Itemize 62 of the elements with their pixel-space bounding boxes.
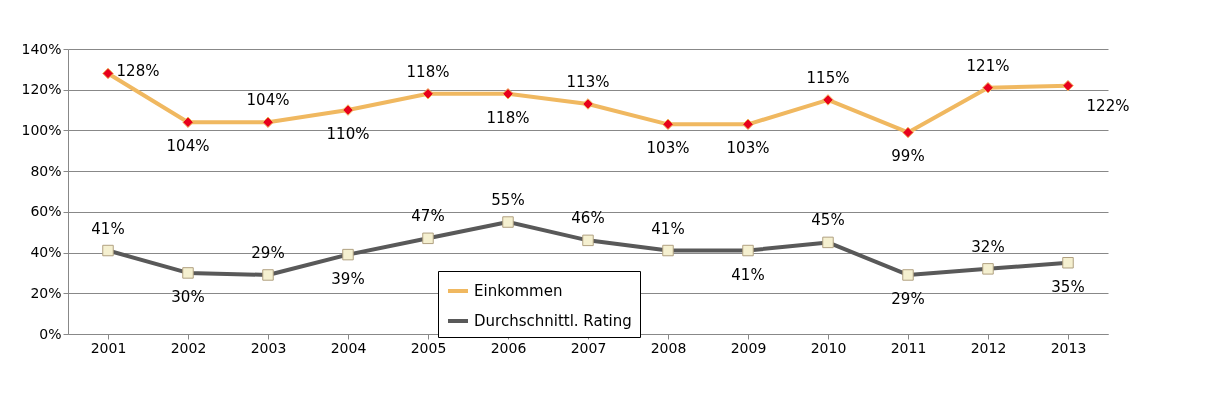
data-label: 32% — [971, 237, 1005, 256]
legend-label: Durchschnittl. Rating — [474, 312, 632, 330]
data-label: 104% — [246, 91, 290, 110]
y-tick-label: 100% — [21, 121, 62, 138]
point — [502, 88, 514, 100]
point — [902, 126, 914, 139]
point — [262, 116, 274, 129]
data-label: 46% — [571, 209, 605, 228]
data-label: 104% — [166, 137, 210, 156]
y-tick-label: 60% — [30, 203, 62, 220]
x-tick-label: 2011 — [890, 339, 927, 356]
x-tick-label: 2008 — [650, 339, 687, 356]
data-label: 41% — [651, 219, 685, 238]
legend-label: Einkommen — [474, 282, 563, 300]
point — [1062, 79, 1074, 92]
data-label: 41% — [91, 219, 125, 238]
data-label: 110% — [326, 125, 370, 144]
y-tick-label: 80% — [30, 162, 62, 179]
point — [982, 81, 994, 94]
data-label: 103% — [646, 139, 690, 158]
data-label: 118% — [406, 62, 450, 81]
x-tick-label: 2004 — [330, 339, 367, 356]
data-label: 122% — [1086, 96, 1130, 115]
data-label: 113% — [566, 72, 610, 91]
data-label: 55% — [491, 191, 525, 210]
data-label: 30% — [171, 287, 205, 306]
data-label: 47% — [411, 207, 445, 226]
data-label: 103% — [726, 139, 770, 158]
point — [822, 94, 834, 106]
point — [582, 98, 594, 110]
point — [102, 67, 114, 80]
data-label: 121% — [966, 56, 1010, 75]
x-tick-label: 2006 — [490, 339, 527, 356]
x-tick-label: 2007 — [570, 339, 607, 356]
y-tick-label: 0% — [39, 325, 62, 342]
data-label: 35% — [1051, 277, 1085, 296]
point — [182, 116, 194, 129]
point — [422, 88, 434, 100]
data-label: 29% — [891, 289, 925, 308]
x-tick-label: 2012 — [970, 339, 1007, 356]
y-tick-label: 140% — [21, 40, 62, 57]
y-tick-label: 20% — [30, 284, 62, 301]
data-label: 99% — [891, 147, 925, 166]
x-tick-label: 2001 — [90, 339, 127, 356]
data-label: 29% — [251, 243, 285, 262]
point — [662, 118, 674, 131]
x-tick-label: 2009 — [730, 339, 767, 356]
x-tick-label: 2013 — [1050, 339, 1087, 356]
data-label: 45% — [811, 211, 845, 230]
y-tick-label: 40% — [30, 244, 62, 261]
point — [342, 104, 354, 116]
x-tick-label: 2005 — [410, 339, 447, 356]
data-label: 115% — [806, 68, 850, 87]
data-label: 128% — [116, 62, 160, 81]
y-tick-label: 120% — [21, 81, 62, 98]
point — [742, 118, 754, 131]
data-label: 39% — [331, 269, 365, 288]
data-label: 118% — [486, 108, 530, 127]
data-label: 41% — [731, 265, 765, 284]
x-tick-label: 2002 — [170, 339, 207, 356]
x-tick-label: 2010 — [810, 339, 847, 356]
x-tick-label: 2003 — [250, 339, 287, 356]
